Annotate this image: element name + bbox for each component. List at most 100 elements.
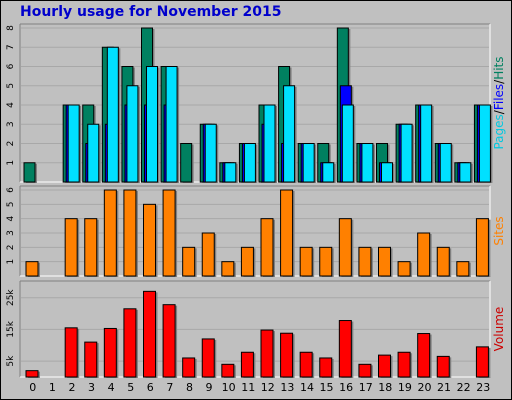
pages-bar — [361, 143, 374, 183]
y-tick-label: 5 — [6, 201, 16, 207]
y-tick-label: 7 — [6, 44, 16, 50]
sites-bar — [260, 218, 274, 277]
x-tick-label: 15 — [320, 381, 334, 394]
x-tick-label: 9 — [206, 381, 213, 394]
volume-bar — [182, 357, 196, 378]
sites-bar — [436, 246, 450, 277]
x-tick-label: 18 — [378, 381, 392, 394]
sites-bar — [378, 246, 391, 277]
x-tick-label: 14 — [300, 381, 314, 394]
pages-bar — [263, 104, 276, 183]
sites-bar — [338, 218, 352, 277]
y-tick-label: 3 — [6, 230, 16, 236]
volume-bar — [162, 304, 176, 378]
volume-bar — [299, 351, 313, 378]
sites-bar — [162, 189, 176, 277]
pages-bar — [341, 104, 354, 183]
legend-label-part: / — [492, 109, 506, 114]
sites-bar — [456, 261, 470, 277]
volume-bar — [240, 351, 254, 378]
x-tick-label: 12 — [261, 381, 275, 394]
x-tick-label: 16 — [339, 381, 353, 394]
volume-bar — [338, 320, 352, 378]
volume-bar — [358, 363, 372, 378]
x-tick-label: 4 — [108, 381, 115, 394]
y-tick-label: 2 — [6, 244, 16, 250]
x-tick-label: 0 — [29, 381, 36, 394]
sites-bar — [103, 189, 117, 277]
sites-bar — [475, 218, 489, 277]
volume-bar — [260, 329, 274, 378]
volume-bar — [319, 357, 333, 378]
x-tick-label: 23 — [476, 381, 490, 394]
pages-bar — [87, 123, 100, 183]
x-tick-label: 1 — [49, 381, 56, 394]
volume-bar — [123, 308, 137, 378]
x-tick-label: 6 — [147, 381, 154, 394]
pages-bar — [283, 85, 296, 183]
volume-bar — [417, 333, 431, 378]
y-tick-label: 6 — [6, 187, 16, 193]
legend-label-part: Hits — [492, 56, 506, 79]
x-tick-label: 7 — [166, 381, 173, 394]
pages-bar — [459, 162, 472, 183]
pages-bar — [381, 162, 393, 183]
x-tick-label: 10 — [222, 381, 236, 394]
sites-bar — [299, 246, 313, 277]
volume-bar — [221, 363, 235, 378]
y-tick-label: 15k — [6, 320, 16, 337]
sites-bar — [397, 261, 411, 277]
y-tick-label: 5k — [6, 355, 16, 367]
volume-bar — [64, 327, 78, 378]
pages-files-hits-label: Pages/Files/Hits — [492, 56, 506, 149]
volume-bar — [280, 332, 294, 378]
x-tick-label: 19 — [398, 381, 412, 394]
hits-bar — [180, 143, 193, 183]
volume-bar — [397, 351, 411, 378]
volume-bar — [378, 354, 391, 378]
y-tick-label: 5 — [6, 83, 16, 89]
sites-bar — [319, 246, 333, 277]
x-tick-label: 22 — [457, 381, 471, 394]
y-tick-label: 1 — [6, 259, 16, 265]
x-tick-label: 11 — [241, 381, 255, 394]
pages-bar — [420, 104, 433, 183]
sites-bar — [280, 189, 294, 277]
x-tick-label: 21 — [437, 381, 451, 394]
x-tick-label: 17 — [359, 381, 373, 394]
pages-bar — [165, 66, 178, 183]
volume-bar — [201, 338, 215, 378]
sites-bar — [240, 246, 254, 277]
volume-label: Volume — [492, 307, 506, 352]
sites-bar — [143, 203, 156, 277]
sites-label: Sites — [492, 216, 506, 245]
y-tick-label: 4 — [6, 102, 16, 108]
y-tick-label: 4 — [6, 216, 16, 222]
sites-bar — [201, 232, 215, 277]
volume-bar — [25, 370, 39, 378]
pages-bar — [243, 143, 256, 183]
pages-bar — [302, 143, 315, 183]
sites-bar — [182, 246, 196, 277]
sites-bar — [417, 232, 431, 277]
pages-bar — [322, 162, 335, 183]
pages-bar — [400, 123, 413, 183]
x-tick-label: 3 — [88, 381, 95, 394]
x-tick-label: 2 — [68, 381, 75, 394]
y-tick-label: 2 — [6, 141, 16, 147]
y-tick-label: 25k — [6, 289, 16, 306]
volume-bar — [103, 327, 117, 378]
sites-bar — [64, 218, 78, 277]
volume-bar — [143, 290, 156, 378]
volume-bar — [436, 355, 450, 378]
y-tick-label: 1 — [6, 160, 16, 166]
chart-title: Hourly usage for November 2015 — [20, 4, 282, 20]
pages-bar — [204, 123, 217, 183]
sites-bar — [84, 218, 98, 277]
sites-bar — [358, 246, 372, 277]
x-tick-label: 8 — [186, 381, 193, 394]
pages-bar — [478, 104, 491, 183]
x-tick-label: 13 — [280, 381, 294, 394]
pages-bar — [106, 46, 119, 183]
